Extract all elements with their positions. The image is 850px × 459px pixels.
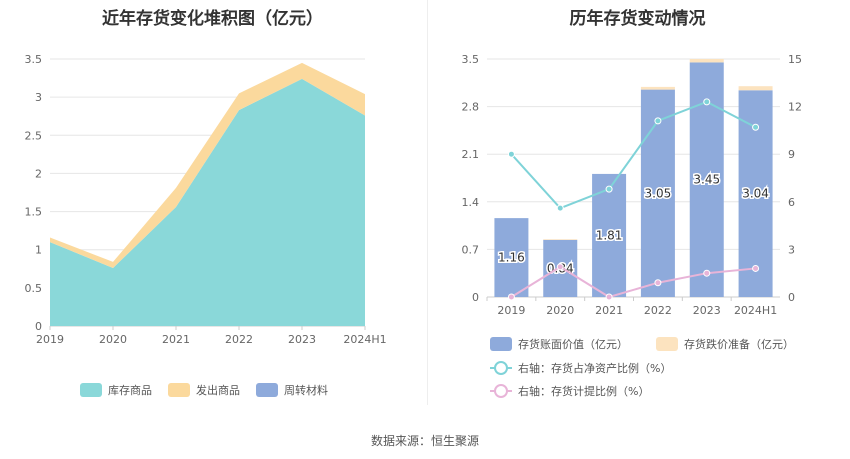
right-left-tick-label: 3.5: [462, 53, 480, 66]
right-x-tick-label: 2019: [497, 304, 525, 317]
right-legend-label-3: 右轴：存货计提比例（%）: [518, 384, 649, 398]
right-right-tick-label: 6: [788, 196, 795, 209]
left-y-tick-label: 1: [35, 244, 42, 257]
right-left-tick-label: 0: [472, 291, 479, 304]
right-x-tick-label: 2022: [644, 304, 672, 317]
left-x-tick-label: 2021: [162, 333, 190, 346]
left-legend-swatch-0: [80, 383, 102, 397]
line-point-1: [605, 293, 613, 301]
right-legend-marker-1: [494, 384, 508, 398]
line-point-1: [752, 264, 760, 272]
left-y-tick-label: 3: [35, 91, 42, 104]
line-point-0: [556, 204, 564, 212]
left-y-tick-label: 3.5: [25, 53, 43, 66]
left-x-tick-label: 2022: [225, 333, 253, 346]
right-left-tick-label: 2.8: [462, 101, 480, 114]
bar-impairment: [738, 86, 773, 91]
right-legend-marker-0: [494, 361, 508, 375]
left-y-tick-label: 1.5: [25, 206, 43, 219]
left-x-tick-label: 2024H1: [343, 333, 386, 346]
bar-impairment: [640, 86, 675, 90]
bar-data-label: 1.81: [596, 228, 623, 242]
line-series-0: [510, 100, 757, 210]
line-point-0: [654, 117, 662, 125]
right-left-tick-label: 1.4: [462, 196, 480, 209]
left-y-tick-label: 2: [35, 167, 42, 180]
line-point-1: [556, 263, 564, 271]
right-x-tick-label: 2023: [693, 304, 721, 317]
right-bar-chart: 00.71.42.12.83.5036912151.1620190.842020…: [462, 53, 802, 398]
right-legend-swatch-1: [656, 337, 678, 351]
line-point-0: [752, 123, 760, 131]
right-right-tick-label: 9: [788, 148, 795, 161]
left-legend-swatch-2: [256, 383, 278, 397]
left-chart-title: 近年存货变化堆积图（亿元）: [102, 9, 323, 29]
right-legend-label-2: 右轴：存货占净资产比例（%）: [518, 361, 671, 375]
left-legend-label-0: 库存商品: [108, 383, 152, 397]
right-x-tick-label: 2024H1: [734, 304, 777, 317]
bar-book-value: [494, 218, 529, 297]
right-legend-swatch-0: [490, 337, 512, 351]
line-point-1: [507, 293, 515, 301]
area-series-1: [50, 62, 365, 269]
left-x-tick-label: 2023: [288, 333, 316, 346]
line-point-0: [507, 150, 515, 158]
bar-data-label: 3.04: [742, 187, 769, 201]
area-series-0: [50, 78, 365, 326]
data-source-note: 数据来源：恒生聚源: [370, 434, 479, 448]
right-left-tick-label: 2.1: [462, 148, 480, 161]
line-series-1: [510, 265, 756, 299]
bar-data-label: 3.05: [645, 186, 672, 200]
left-area-chart: 0 0.5 1 1.5 2 2.5 3 3.5 2019 2020 2021 2022 2023 2024…: [25, 53, 387, 397]
left-legend-label-2: 周转材料: [284, 383, 328, 397]
right-right-tick-label: 15: [788, 53, 802, 66]
line-point-0: [605, 185, 613, 193]
right-left-tick-label: 0.7: [462, 243, 480, 256]
right-right-tick-label: 3: [788, 243, 795, 256]
bar-impairment: [543, 239, 578, 240]
panel-divider: [427, 0, 428, 405]
left-legend-swatch-1: [168, 383, 190, 397]
line-point-1: [703, 269, 711, 277]
right-x-tick-label: 2020: [546, 304, 574, 317]
left-x-tick-label: 2020: [99, 333, 127, 346]
right-legend-label-0: 存货账面价值（亿元）: [518, 337, 628, 351]
line-point-1: [654, 279, 662, 287]
left-y-tick-label: 0: [35, 320, 42, 333]
right-chart-title: 历年存货变动情况: [569, 9, 706, 29]
left-y-tick-label: 2.5: [25, 129, 43, 142]
right-legend-label-1: 存货跌价准备（亿元）: [684, 337, 794, 351]
bar-data-label: 3.45: [693, 173, 720, 187]
left-y-tick-label: 0.5: [25, 282, 43, 295]
right-right-tick-label: 0: [788, 291, 795, 304]
left-legend-label-1: 发出商品: [196, 383, 240, 397]
bar-impairment: [689, 59, 724, 63]
left-x-tick-label: 2019: [36, 333, 64, 346]
right-x-tick-label: 2021: [595, 304, 623, 317]
bar-data-label: 1.16: [498, 251, 525, 265]
line-point-0: [703, 98, 711, 106]
right-right-tick-label: 12: [788, 101, 802, 114]
